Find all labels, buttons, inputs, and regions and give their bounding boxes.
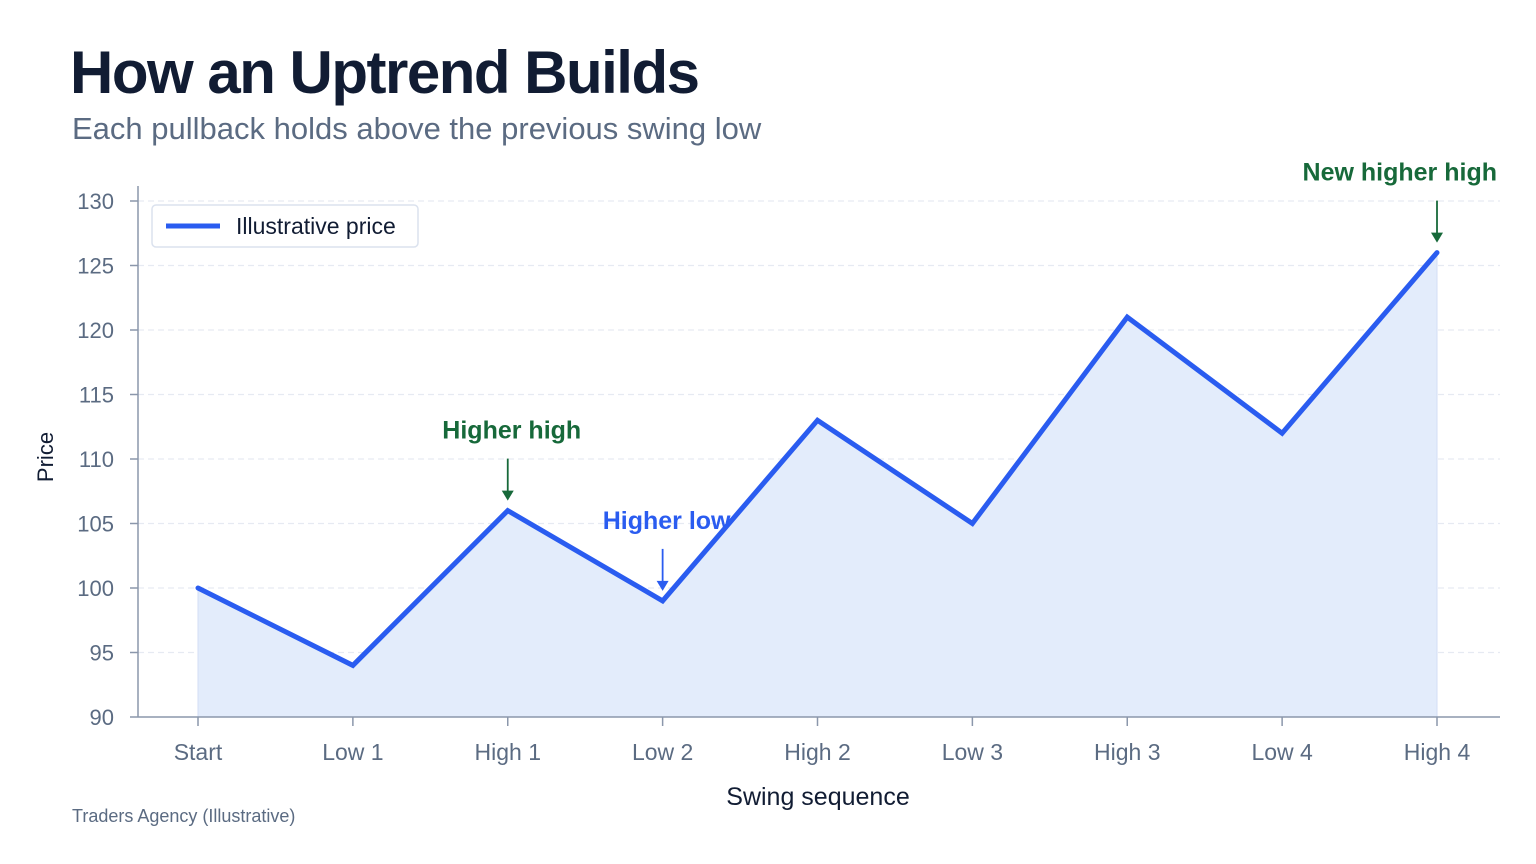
- x-tick-label: Low 1: [322, 739, 383, 765]
- y-tick-label: 115: [79, 383, 114, 408]
- x-tick-label: High 1: [475, 739, 541, 765]
- x-tick-label: Low 3: [942, 739, 1003, 765]
- x-axis-label: Swing sequence: [726, 783, 909, 811]
- x-tick-label: High 4: [1404, 739, 1471, 765]
- x-tick-label: High 2: [784, 739, 850, 765]
- chart-subtitle: Each pullback holds above the previous s…: [72, 111, 762, 146]
- y-tick-label: 100: [77, 576, 114, 601]
- price-area-fill: [197, 251, 1438, 718]
- price-series-line: [195, 250, 1440, 669]
- x-tick-label: Start: [174, 739, 223, 765]
- axes: 90 95 100 105 110 115 120 125 130 Start Low 1 High …: [77, 186, 1500, 765]
- x-tick-label: High 3: [1094, 739, 1160, 765]
- legend-label: Illustrative price: [236, 213, 396, 239]
- legend-box: [151, 204, 419, 248]
- y-tick-label: 130: [77, 189, 114, 214]
- y-tick-label: 95: [90, 641, 114, 666]
- annotation-higher-high: New higher high: [1303, 159, 1497, 243]
- annotations: Higher high Higher low New higher high: [442, 159, 1497, 591]
- source-note: Traders Agency (Illustrative): [72, 806, 296, 826]
- y-tick-label: 90: [90, 705, 114, 730]
- legend: Illustrative price: [151, 204, 419, 248]
- annotation-label: Higher high: [442, 417, 581, 445]
- annotation-higher-high: Higher high: [442, 417, 581, 501]
- y-tick-label: 110: [79, 447, 114, 472]
- annotation-label: New higher high: [1303, 159, 1497, 187]
- y-tick-label: 125: [77, 254, 114, 279]
- chart-title: How an Uptrend Builds: [70, 39, 700, 106]
- y-tick-label: 120: [77, 318, 114, 343]
- annotation-arrow-head: [501, 490, 514, 501]
- annotation-label: Higher low: [603, 507, 731, 535]
- annotation-higher-low: Higher low: [603, 507, 731, 591]
- y-axis-label: Price: [33, 432, 58, 482]
- annotation-arrow-head: [656, 580, 669, 591]
- annotation-arrow-head: [1431, 232, 1443, 243]
- x-tick-label: Low 2: [632, 739, 693, 765]
- x-tick-label: Low 4: [1251, 739, 1313, 765]
- y-tick-label: 105: [77, 512, 114, 537]
